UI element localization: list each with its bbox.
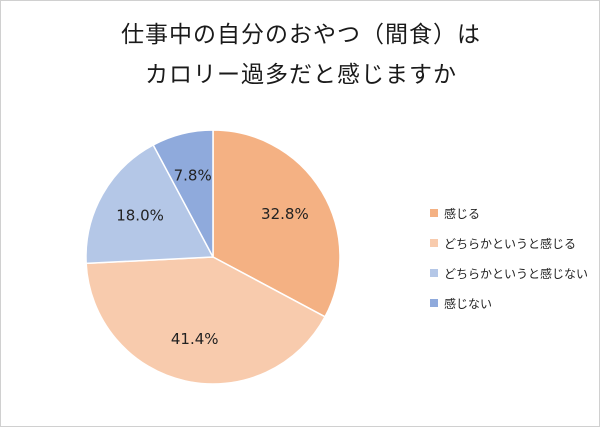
legend-item-1: どちらかというと感じる <box>430 228 588 258</box>
chart-title: 仕事中の自分のおやつ（間食）は カロリー過多だと感じますか <box>1 15 600 95</box>
legend-item-0: 感じる <box>430 198 588 228</box>
chart-title-line-2: カロリー過多だと感じますか <box>145 62 457 88</box>
legend-item-2: どちらかというと感じない <box>430 258 588 288</box>
legend-label-1: どちらかというと感じる <box>444 236 577 251</box>
legend-swatch-3 <box>430 299 438 307</box>
legend-item-3: 感じない <box>430 288 588 318</box>
chart-title-line-1: 仕事中の自分のおやつ（間食）は <box>121 22 481 48</box>
slice-value-label-3: 7.8% <box>174 167 212 185</box>
legend-swatch-0 <box>430 209 438 217</box>
pie-slice-3 <box>152 129 214 258</box>
pie-slice-0 <box>212 129 341 318</box>
legend-label-3: 感じない <box>444 296 493 311</box>
slice-value-label-0: 32.8% <box>261 205 309 223</box>
pie-slice-2 <box>85 143 215 265</box>
legend-swatch-1 <box>430 239 438 247</box>
slice-value-label-1: 41.4% <box>171 330 219 348</box>
slice-value-label-2: 18.0% <box>116 207 164 225</box>
legend-label-2: どちらかというと感じない <box>444 266 589 281</box>
legend-label-0: 感じる <box>444 206 481 221</box>
pie-slice-1 <box>85 256 327 385</box>
legend-swatch-2 <box>430 269 438 277</box>
chart-legend: 感じる どちらかというと感じる どちらかというと感じない 感じない <box>430 198 588 318</box>
